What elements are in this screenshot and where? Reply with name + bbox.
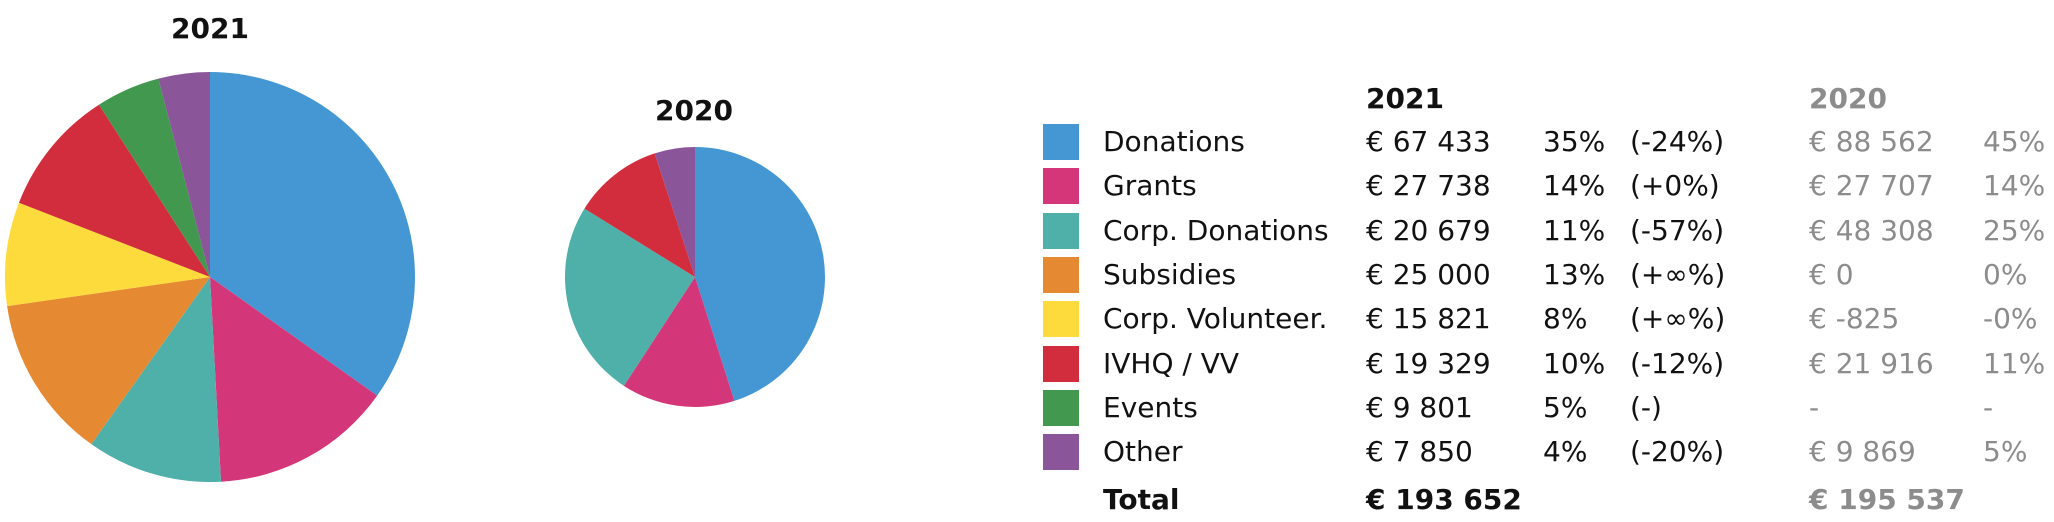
change: (-20%) [1630, 435, 1725, 469]
category-label: IVHQ / VV [1103, 346, 1240, 380]
value-2021: € 9 801 [1366, 390, 1473, 424]
percent-2020: - [1983, 390, 1994, 424]
category-label: Subsidies [1103, 257, 1237, 291]
value-2020: € 21 916 [1809, 346, 1934, 380]
change: (+0%) [1630, 169, 1720, 203]
pie-2020-slice-other [654, 147, 695, 277]
percent-2021: 4% [1543, 435, 1588, 469]
legend-swatch-events [1043, 389, 1079, 426]
pie-2021-slice-ivhq-vv [18, 104, 211, 277]
total-2021-value: € 193 652 [1366, 483, 1522, 516]
pie-2021-slice-corp-donations [91, 277, 221, 482]
table-row-corp-donations: Corp. Donations € 20 679 11% (-57%) € 48 308… [1043, 211, 2053, 251]
value-2020: - [1809, 390, 1820, 424]
value-2021: € 20 679 [1366, 213, 1491, 247]
table-row-grants: Grants € 27 738 14% (+0%) € 27 707 14% [1043, 166, 2053, 206]
value-2021: € 67 433 [1366, 125, 1491, 158]
percent-2021: 10% [1543, 346, 1606, 380]
pie-2021-title: 2021 [171, 12, 249, 45]
change: (-12%) [1630, 346, 1725, 380]
legend-swatch-grants [1043, 168, 1079, 205]
value-2021: € 15 821 [1366, 302, 1491, 336]
pie-2021-slice-donations [210, 72, 416, 396]
legend-swatch-other [1043, 434, 1079, 471]
category-label: Other [1103, 435, 1183, 469]
legend-swatch-subsidies [1043, 256, 1079, 293]
value-2021: € 19 329 [1366, 346, 1491, 380]
value-2021: € 7 850 [1366, 435, 1473, 469]
total-row: Total € 193 652 € 195 537 [1043, 480, 2053, 520]
pie-2021-slice-subsidies [7, 277, 211, 445]
category-label: Donations [1103, 125, 1245, 158]
value-2020: € 0 [1809, 257, 1854, 291]
value-2020: € -825 [1809, 302, 1900, 336]
percent-2021: 11% [1543, 213, 1606, 247]
legend-swatch-corp-donations [1043, 212, 1079, 249]
value-2020: € 88 562 [1809, 125, 1934, 158]
table-row-subsidies: Subsidies € 25 000 13% (+∞%) € 0 0% [1043, 255, 2053, 295]
percent-2020: 14% [1983, 169, 2046, 203]
change: (-) [1630, 390, 1662, 424]
category-label: Corp. Donations [1103, 213, 1329, 247]
column-header-2020: 2020 [1809, 82, 1887, 115]
pie-2021-slice-corp-volunteer [4, 202, 210, 307]
pie-2020-slice-ivhq-vv [584, 153, 695, 277]
pie-2021-slice-events [98, 78, 210, 277]
percent-2021: 13% [1543, 257, 1606, 291]
value-2021: € 27 738 [1366, 169, 1491, 203]
table-row-ivhq-vv: IVHQ / VV € 19 329 10% (-12%) € 21 916 11% [1043, 344, 2053, 384]
category-label: Corp. Volunteer. [1103, 302, 1328, 336]
table-row-other: Other € 7 850 4% (-20%) € 9 869 5% [1043, 432, 2053, 472]
percent-2020: 0% [1983, 257, 2028, 291]
value-2021: € 25 000 [1366, 257, 1491, 291]
percent-2020: 45% [1983, 125, 2046, 158]
value-2020: € 48 308 [1809, 213, 1934, 247]
table-row-events: Events € 9 801 5% (-) - - [1043, 388, 2053, 428]
change: (-57%) [1630, 213, 1725, 247]
pie-2020-slice-donations [695, 147, 826, 401]
legend-swatch-donations [1043, 124, 1079, 160]
total-2020-value: € 195 537 [1809, 483, 1965, 516]
percent-2020: 5% [1983, 435, 2028, 469]
percent-2021: 35% [1543, 125, 1606, 158]
table-row-corp-volunteer: Corp. Volunteer. € 15 821 8% (+∞%) € -825 -0% [1043, 299, 2053, 339]
pie-2021-slice-grants [210, 277, 378, 482]
column-header-2021: 2021 [1366, 82, 1444, 115]
change: (+∞%) [1630, 257, 1726, 291]
total-label: Total [1103, 483, 1180, 516]
pie-2021-slice-other [158, 72, 210, 277]
change: (-24%) [1630, 125, 1725, 158]
value-2020: € 9 869 [1809, 435, 1916, 469]
category-label: Grants [1103, 169, 1197, 203]
category-label: Events [1103, 390, 1198, 424]
legend-swatch-ivhq-vv [1043, 345, 1079, 382]
pie-2020-slice-grants [623, 277, 735, 408]
percent-2021: 14% [1543, 169, 1606, 203]
table-row-donations: Donations € 67 433 35% (-24%) € 88 562 45% [1043, 122, 2053, 162]
value-2020: € 27 707 [1809, 169, 1934, 203]
percent-2021: 5% [1543, 390, 1588, 424]
change: (+∞%) [1630, 302, 1726, 336]
percent-2020: -0% [1983, 302, 2038, 336]
pie-2020-slice-corp-donations [565, 208, 695, 386]
pie-2020-title: 2020 [655, 94, 733, 127]
percent-2020: 25% [1983, 213, 2046, 247]
percent-2020: 11% [1983, 346, 2046, 380]
percent-2021: 8% [1543, 302, 1588, 336]
legend-swatch-corp-volunteer [1043, 301, 1079, 338]
